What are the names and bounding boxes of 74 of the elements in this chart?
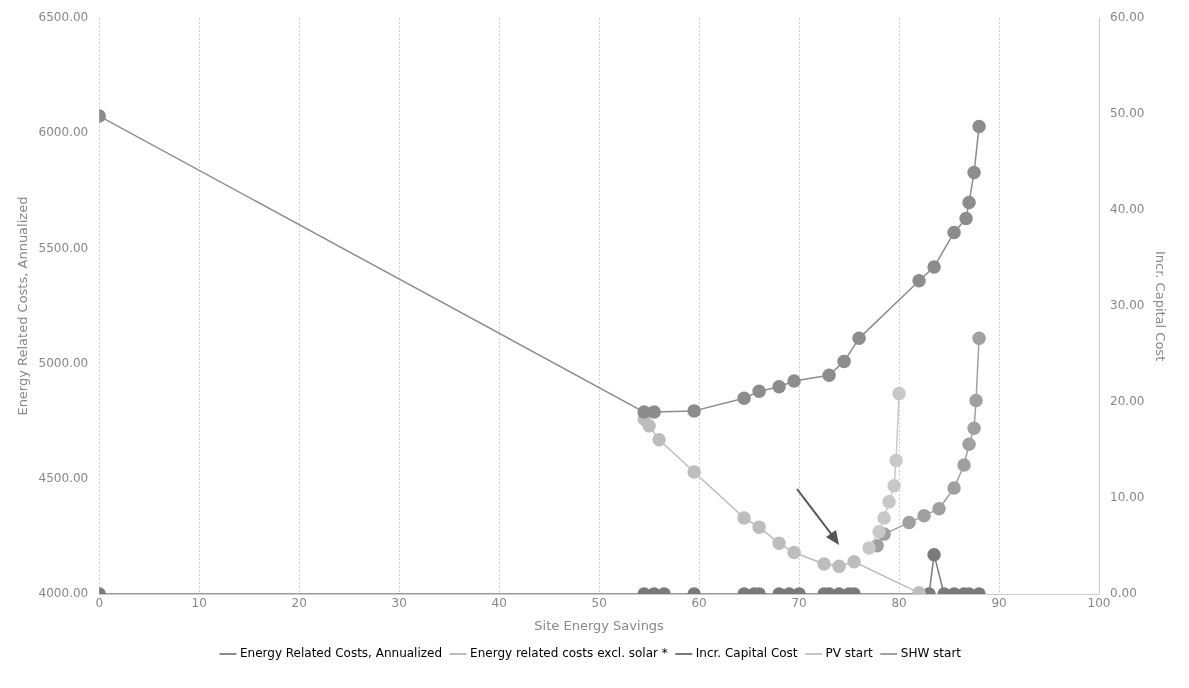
point	[947, 225, 961, 240]
y-tick-label: 4500.00	[38, 470, 89, 485]
x-tick-label: 50	[591, 596, 607, 611]
y-axis-title: Energy Related Costs, Annualized	[15, 196, 31, 416]
point	[772, 379, 786, 394]
y2-tick-label: 50.00	[1110, 106, 1145, 121]
y2-tick-label: 20.00	[1110, 394, 1145, 409]
x-tick-label: 90	[991, 596, 1007, 611]
point	[947, 481, 961, 495]
point	[872, 525, 886, 539]
point	[752, 384, 766, 399]
x-tick-label: 70	[791, 596, 807, 611]
point	[737, 391, 751, 405]
legend-label: SHW start	[900, 646, 962, 661]
point	[832, 559, 846, 574]
x-tick-label: 40	[491, 596, 507, 611]
y2-tick-label: 40.00	[1110, 202, 1145, 217]
y2-tick-label: 0.00	[1110, 586, 1137, 601]
point	[687, 404, 701, 418]
legend-label: PV start	[825, 646, 874, 661]
point	[927, 260, 941, 274]
y2-tick-label: 10.00	[1110, 490, 1145, 505]
y-tick-label: 4000.00	[38, 586, 89, 601]
point	[967, 165, 981, 180]
point	[932, 502, 946, 516]
point	[972, 119, 986, 134]
point	[822, 368, 836, 382]
point	[817, 557, 831, 571]
point	[917, 508, 931, 523]
y-tick-label: 5500.00	[38, 240, 89, 255]
point	[962, 437, 976, 452]
y2-axis-title: Incr. Capital Cost	[1152, 250, 1168, 362]
point	[852, 331, 866, 346]
point	[889, 453, 903, 468]
x-tick-label: 100	[1087, 596, 1111, 611]
point	[652, 432, 666, 447]
point	[892, 386, 906, 401]
point	[902, 515, 916, 530]
point	[882, 495, 896, 509]
point	[887, 479, 901, 493]
point	[967, 421, 981, 435]
point	[642, 419, 656, 433]
point	[772, 536, 786, 551]
legend-label: Energy related costs excl. solar *	[470, 646, 668, 661]
point	[737, 511, 751, 525]
y2-tick-label: 60.00	[1110, 10, 1145, 25]
point	[687, 465, 701, 479]
y-tick-label: 6500.00	[38, 10, 89, 25]
x-tick-label: 20	[291, 596, 307, 611]
y2-tick-label: 30.00	[1110, 298, 1145, 313]
point	[787, 545, 801, 560]
point	[912, 274, 926, 288]
x-tick-label: 0	[95, 596, 104, 611]
point	[647, 405, 661, 419]
legend-label: Energy Related Costs, Annualized	[239, 646, 443, 661]
point	[962, 195, 976, 210]
y-tick-label: 5000.00	[38, 355, 89, 370]
point	[837, 354, 851, 369]
point	[957, 458, 971, 472]
x-axis-title: Site Energy Savings	[534, 617, 665, 633]
point	[787, 374, 801, 388]
point	[972, 331, 986, 346]
point	[847, 555, 861, 569]
point	[969, 393, 983, 408]
point	[959, 211, 973, 226]
x-tick-label: 60	[691, 596, 707, 611]
y-tick-label: 6000.00	[38, 125, 89, 140]
legend-label: Incr. Capital Cost	[695, 646, 798, 661]
point	[862, 541, 876, 555]
x-tick-label: 10	[191, 596, 207, 611]
x-tick-label: 80	[891, 596, 907, 611]
x-tick-label: 30	[391, 596, 407, 611]
point	[877, 511, 891, 525]
point	[752, 520, 766, 534]
